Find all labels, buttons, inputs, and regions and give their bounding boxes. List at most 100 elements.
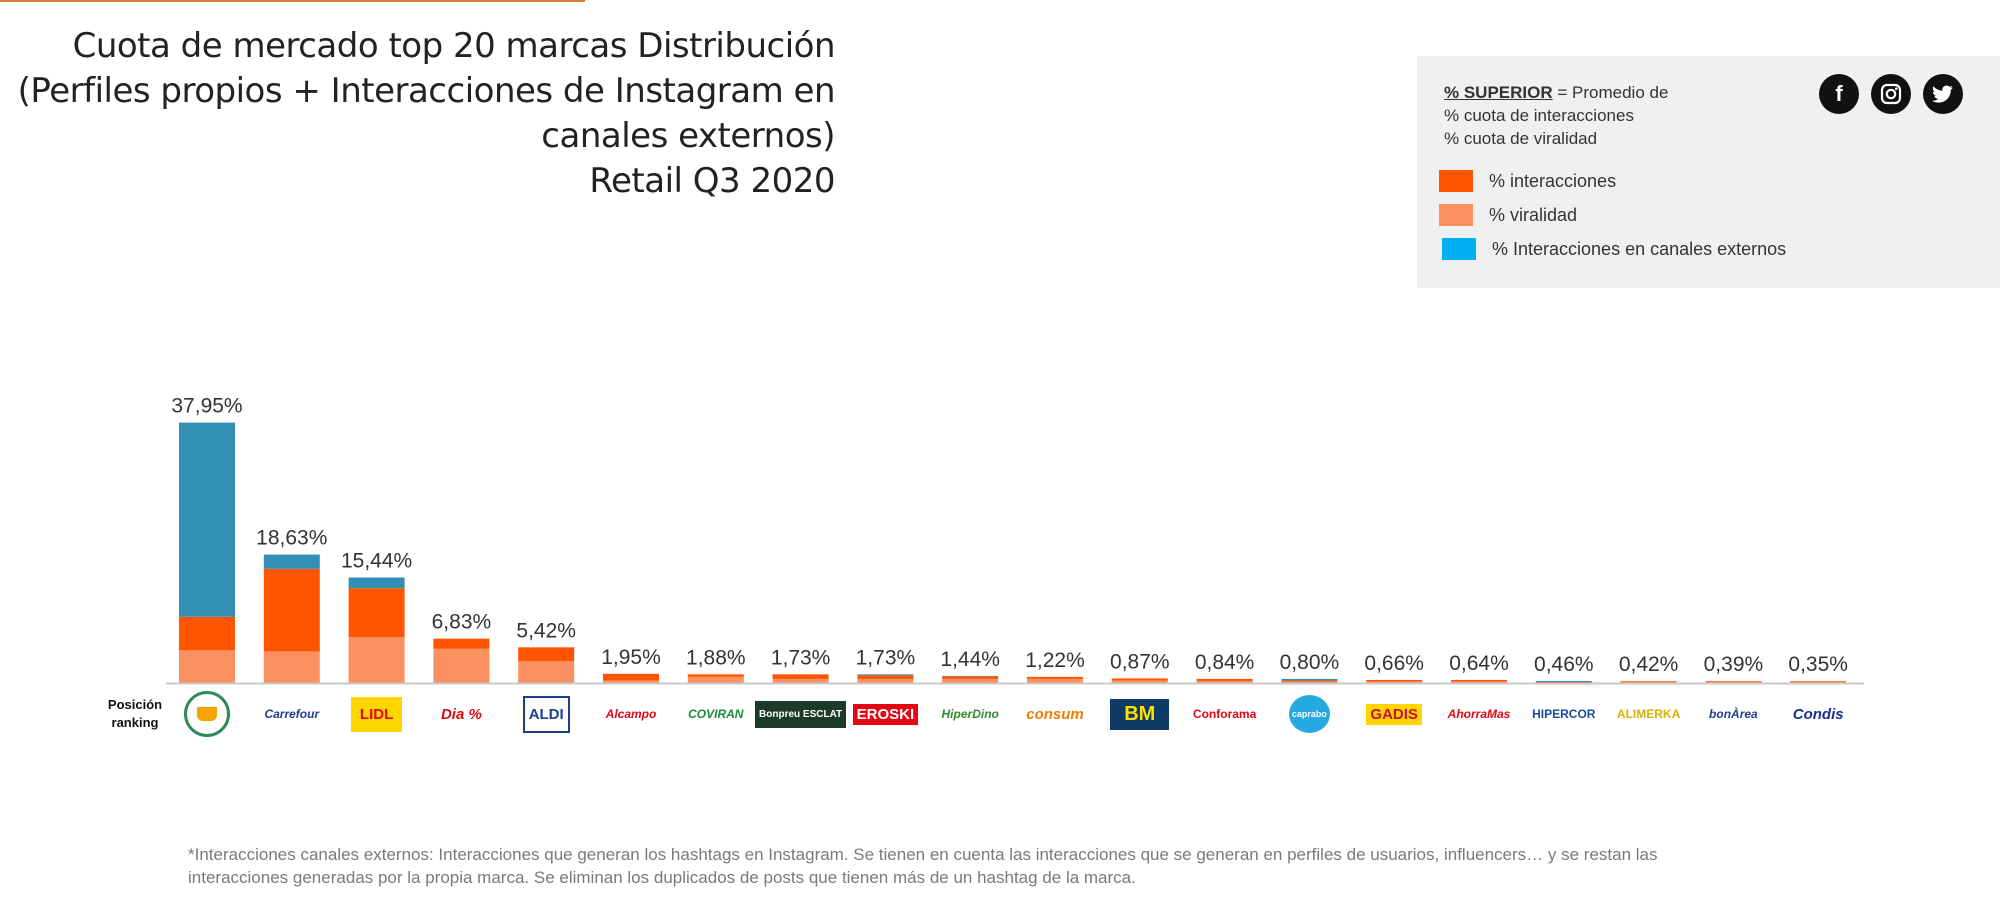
bar-conforama-interacciones — [1196, 678, 1253, 681]
bar-lidl-viralidad — [348, 637, 405, 683]
data-label-ahorramas: 0,64% — [1449, 652, 1509, 675]
bar-mercadona-interacciones-en-canales-externos — [179, 422, 235, 617]
brand-logo-aldi: ALDI — [509, 692, 583, 736]
data-label-mercadona: 37,95% — [171, 395, 242, 418]
bar-hiperdino-interacciones-en-canales-externos — [942, 675, 999, 677]
data-label-condis: 0,35% — [1788, 653, 1848, 676]
bar-dia-viralidad — [433, 648, 490, 683]
bar-bm-interacciones — [1111, 678, 1168, 681]
bar-bonpreu-esclat-interacciones — [772, 674, 829, 679]
bar-dia-interacciones — [433, 638, 490, 649]
bar-lidl-interacciones-en-canales-externos — [348, 577, 405, 589]
legend-label-viralidad: % viralidad — [1489, 204, 1578, 225]
data-label-bonpreu-esclat: 1,73% — [771, 646, 831, 669]
brand-logo-dia: Dia % — [440, 705, 482, 723]
bar-gadis-viralidad — [1366, 681, 1423, 683]
instagram-icon[interactable] — [1871, 74, 1911, 114]
brand-logo-alimerka: ALIMERKA — [1616, 707, 1681, 721]
data-label-eroski: 1,73% — [856, 646, 916, 669]
legend-note-line-3: % cuota de viralidad — [1444, 129, 1598, 148]
bar-bonarea-interacciones — [1705, 680, 1762, 682]
bar-alimerka-viralidad — [1620, 681, 1677, 683]
bar-hiperdino-viralidad — [942, 678, 999, 683]
brand-logo-ahorramas: AhorraMas — [1447, 707, 1511, 721]
bar-mercadona-viralidad — [179, 650, 235, 683]
legend-item-viralidad: % viralidad — [1439, 204, 1577, 226]
legend-note-line-2: % cuota de interacciones — [1444, 106, 1634, 125]
data-label-gadis: 0,66% — [1364, 652, 1424, 675]
legend-panel: % SUPERIOR = Promedio de % cuota de inte… — [1417, 56, 2000, 288]
data-label-bm: 0,87% — [1110, 650, 1170, 673]
legend-note-rest: = Promedio de — [1552, 83, 1669, 102]
bar-coviran-viralidad — [687, 676, 744, 683]
bar-hipercor-interacciones — [1535, 681, 1592, 683]
bar-carrefour-interacciones — [263, 568, 320, 652]
footnote: *Interacciones canales externos: Interac… — [188, 843, 1868, 889]
bar-mercadona-interacciones — [179, 616, 235, 651]
chart-title: Cuota de mercado top 20 marcas Distribuc… — [15, 24, 836, 204]
bar-hipercor-interacciones-en-canales-externos — [1535, 680, 1592, 682]
bar-eroski-interacciones — [857, 675, 914, 679]
data-label-alimerka: 0,42% — [1619, 653, 1679, 676]
bar-lidl-interacciones — [348, 588, 405, 638]
brand-logo-bonpreu-esclat: Bonpreu ESCLAT — [755, 692, 847, 736]
legend-swatch-viralidad — [1439, 204, 1473, 226]
bar-aldi-viralidad — [518, 661, 575, 683]
data-label-carrefour: 18,63% — [256, 527, 327, 550]
bar-eroski-viralidad — [857, 678, 914, 683]
data-label-hipercor: 0,46% — [1534, 653, 1594, 676]
brand-logo-condis: Condis — [1792, 705, 1844, 723]
bar-bonpreu-esclat-viralidad — [772, 678, 829, 683]
bar-carrefour-viralidad — [263, 651, 320, 683]
bar-bonarea-viralidad — [1705, 681, 1762, 683]
title-line-2: (Perfiles propios + Interacciones de Ins… — [17, 71, 836, 111]
data-label-aldi: 5,42% — [516, 619, 576, 642]
legend-label-interacciones: % interacciones — [1489, 170, 1617, 191]
brand-logo-hiperdino: HiperDino — [941, 707, 999, 721]
legend-item-canales-externos: % Interacciones en canales externos — [1442, 238, 1786, 260]
data-label-bonarea: 0,39% — [1704, 653, 1764, 676]
legend-swatch-interacciones — [1439, 170, 1473, 192]
title-line-3: canales externos) — [541, 116, 835, 156]
ranking-label-line-2: ranking — [111, 715, 159, 730]
bar-consum-viralidad — [1027, 678, 1083, 683]
brand-logo-consum: consum — [1026, 705, 1084, 723]
bar-gadis-interacciones — [1366, 679, 1423, 682]
stacked-bar-chart: 37,95% 18,63% 15,44% 6,83% 5,42% 1,95% 1,88% 1,… — [166, 395, 1864, 685]
bar-alcampo-interacciones — [603, 673, 659, 681]
bar-caprabo-interacciones — [1281, 680, 1338, 682]
brand-logo-coviran: COVIRAN — [688, 707, 744, 721]
bar-ahorramas-interacciones — [1451, 679, 1507, 682]
data-label-consum: 1,22% — [1025, 649, 1085, 672]
data-label-coviran: 1,88% — [686, 646, 746, 669]
brand-logo-caprabo: caprabo — [1272, 692, 1346, 736]
footnote-line-2: interacciones generadas por la propia ma… — [188, 868, 1136, 887]
bar-alimerka-interacciones — [1620, 680, 1677, 682]
bar-ahorramas-viralidad — [1451, 681, 1507, 683]
bar-alcampo-viralidad — [603, 680, 659, 683]
brand-logo-carrefour: Carrefour — [264, 707, 320, 721]
legend-item-interacciones: % interacciones — [1439, 170, 1616, 192]
ranking-label-line-1: Posición — [107, 697, 163, 712]
bar-bm-viralidad — [1111, 680, 1168, 683]
bar-coviran-interacciones — [687, 674, 744, 677]
bar-hiperdino-interacciones — [942, 676, 999, 679]
data-label-caprabo: 0,80% — [1280, 651, 1340, 674]
bar-aldi-interacciones — [518, 647, 575, 662]
bar-caprabo-viralidad — [1281, 681, 1338, 683]
brand-logo-conforama: Conforama — [1192, 707, 1257, 721]
data-label-lidl: 15,44% — [341, 550, 412, 573]
footnote-line-1: *Interacciones canales externos: Interac… — [188, 845, 1658, 864]
data-label-conforama: 0,84% — [1195, 651, 1255, 674]
legend-note: % SUPERIOR = Promedio de % cuota de inte… — [1444, 81, 1668, 150]
data-label-hiperdino: 1,44% — [940, 648, 1000, 671]
legend-label-canales-externos: % Interacciones en canales externos — [1492, 238, 1787, 259]
top-accent-rule — [0, 0, 585, 2]
bar-eroski-interacciones-en-canales-externos — [857, 674, 914, 676]
brand-logo-mercadona — [170, 691, 244, 737]
data-label-alcampo: 1,95% — [601, 646, 661, 669]
facebook-icon[interactable]: f — [1819, 74, 1859, 114]
twitter-icon[interactable] — [1923, 74, 1963, 114]
brand-logo-lidl: LIDL — [340, 692, 414, 736]
bar-condis-interacciones — [1790, 680, 1847, 682]
